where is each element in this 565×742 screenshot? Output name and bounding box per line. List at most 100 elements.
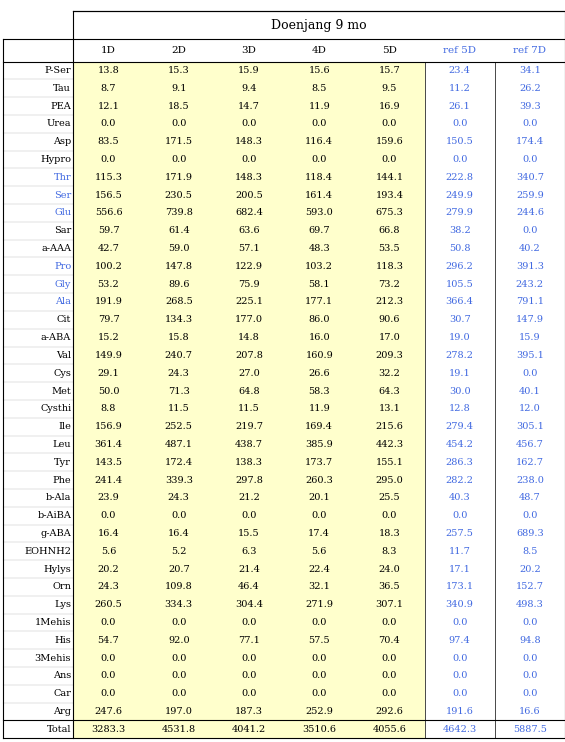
Text: 16.4: 16.4 xyxy=(168,529,190,538)
Text: 0.0: 0.0 xyxy=(522,155,537,164)
Bar xyxy=(424,667,495,685)
Text: 19.1: 19.1 xyxy=(449,369,471,378)
Text: 18.3: 18.3 xyxy=(379,529,401,538)
Text: Glu: Glu xyxy=(54,209,71,217)
Text: Ala: Ala xyxy=(55,298,71,306)
Bar xyxy=(424,293,495,311)
Bar xyxy=(73,542,144,560)
Text: 0.0: 0.0 xyxy=(452,155,467,164)
Bar xyxy=(354,631,424,649)
Bar xyxy=(424,685,495,703)
Bar xyxy=(284,115,354,133)
Bar xyxy=(495,453,565,471)
Bar xyxy=(73,168,144,186)
Bar xyxy=(354,418,424,436)
Text: 0.0: 0.0 xyxy=(171,672,186,680)
Text: 57.1: 57.1 xyxy=(238,244,260,253)
Bar xyxy=(144,489,214,507)
Bar xyxy=(354,525,424,542)
Bar xyxy=(144,347,214,364)
Text: 296.2: 296.2 xyxy=(446,262,473,271)
Bar xyxy=(144,400,214,418)
Text: 0.0: 0.0 xyxy=(382,155,397,164)
Bar xyxy=(73,489,144,507)
Bar xyxy=(73,507,144,525)
Bar xyxy=(214,293,284,311)
Bar xyxy=(495,418,565,436)
Text: His: His xyxy=(54,636,71,645)
Bar xyxy=(495,400,565,418)
Text: 0.0: 0.0 xyxy=(171,654,186,663)
Bar xyxy=(214,347,284,364)
Text: 34.1: 34.1 xyxy=(519,66,541,75)
Text: 172.4: 172.4 xyxy=(165,458,193,467)
Text: 24.3: 24.3 xyxy=(168,493,190,502)
Bar xyxy=(424,489,495,507)
Text: 15.9: 15.9 xyxy=(238,66,260,75)
Bar xyxy=(73,631,144,649)
Bar xyxy=(284,685,354,703)
Text: 148.3: 148.3 xyxy=(235,173,263,182)
Text: 191.9: 191.9 xyxy=(94,298,123,306)
Text: 487.1: 487.1 xyxy=(165,440,193,449)
Text: ref 7D: ref 7D xyxy=(514,46,546,55)
Bar xyxy=(424,507,495,525)
Text: 8.3: 8.3 xyxy=(382,547,397,556)
Bar xyxy=(214,720,284,738)
Text: Leu: Leu xyxy=(53,440,71,449)
Text: 361.4: 361.4 xyxy=(94,440,123,449)
Bar xyxy=(73,471,144,489)
Text: 169.4: 169.4 xyxy=(305,422,333,431)
Text: 16.6: 16.6 xyxy=(519,707,541,716)
Text: 16.4: 16.4 xyxy=(98,529,119,538)
Bar xyxy=(214,614,284,631)
Bar xyxy=(495,329,565,347)
Text: 77.1: 77.1 xyxy=(238,636,260,645)
Bar xyxy=(424,347,495,364)
Text: 4041.2: 4041.2 xyxy=(232,725,266,734)
Bar xyxy=(144,436,214,453)
Bar xyxy=(284,436,354,453)
Text: 8.7: 8.7 xyxy=(101,84,116,93)
Text: 0.0: 0.0 xyxy=(101,654,116,663)
Text: 9.4: 9.4 xyxy=(241,84,257,93)
Bar xyxy=(144,382,214,400)
Bar xyxy=(284,667,354,685)
Text: 438.7: 438.7 xyxy=(235,440,263,449)
Text: Thr: Thr xyxy=(54,173,71,182)
Bar xyxy=(495,222,565,240)
Bar xyxy=(495,133,565,151)
Text: 73.2: 73.2 xyxy=(379,280,401,289)
Bar xyxy=(214,418,284,436)
Text: Cysthi: Cysthi xyxy=(40,404,71,413)
Text: 0.0: 0.0 xyxy=(101,119,116,128)
Text: 197.0: 197.0 xyxy=(165,707,193,716)
Text: 12.0: 12.0 xyxy=(519,404,541,413)
Text: Val: Val xyxy=(56,351,71,360)
Text: Cit: Cit xyxy=(57,315,71,324)
Bar xyxy=(495,240,565,257)
Bar xyxy=(144,631,214,649)
Text: PEA: PEA xyxy=(50,102,71,111)
Bar xyxy=(354,382,424,400)
Bar xyxy=(214,578,284,596)
Bar xyxy=(73,525,144,542)
Text: Ans: Ans xyxy=(53,672,71,680)
Text: 3510.6: 3510.6 xyxy=(302,725,336,734)
Text: 17.1: 17.1 xyxy=(449,565,471,574)
Text: 39.3: 39.3 xyxy=(519,102,541,111)
Bar xyxy=(214,400,284,418)
Text: 3D: 3D xyxy=(242,46,257,55)
Text: 0.0: 0.0 xyxy=(382,618,397,627)
Text: 69.7: 69.7 xyxy=(308,226,330,235)
Text: 391.3: 391.3 xyxy=(516,262,544,271)
Bar xyxy=(495,703,565,720)
Text: 207.8: 207.8 xyxy=(235,351,263,360)
Text: 252.5: 252.5 xyxy=(165,422,193,431)
Bar xyxy=(495,382,565,400)
Bar xyxy=(495,275,565,293)
Bar xyxy=(424,720,495,738)
Bar xyxy=(144,614,214,631)
Bar xyxy=(144,507,214,525)
Bar xyxy=(73,560,144,578)
